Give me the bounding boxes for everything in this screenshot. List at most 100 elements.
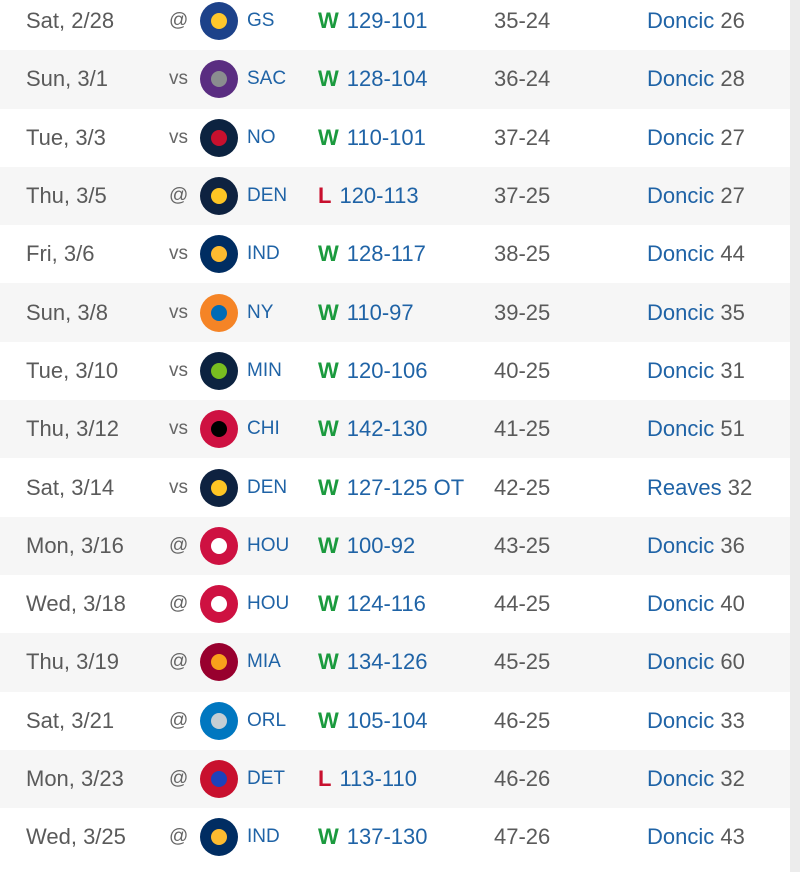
game-row[interactable]: Sat, 2/28 @ GS W 129-101 35-24 Doncic 26 bbox=[0, 0, 790, 50]
game-row[interactable]: Thu, 3/19 @ MIA W 134-126 45-25 Doncic 60 bbox=[0, 633, 790, 692]
game-result[interactable]: W 134-126 bbox=[318, 649, 428, 675]
bulls-logo-icon[interactable] bbox=[200, 410, 238, 449]
game-row[interactable]: Mon, 3/23 @ DET L 113-110 46-26 Doncic 32 bbox=[0, 749, 790, 809]
player-link[interactable]: Doncic bbox=[647, 824, 715, 850]
opponent-link[interactable]: GS bbox=[247, 10, 275, 32]
score-link[interactable]: 134-126 bbox=[346, 649, 428, 675]
game-result[interactable]: W 128-104 bbox=[318, 66, 428, 92]
opponent-link[interactable]: CHI bbox=[247, 418, 280, 440]
player-link[interactable]: Doncic bbox=[647, 591, 715, 617]
player-link[interactable]: Doncic bbox=[647, 299, 715, 325]
game-row[interactable]: Sun, 3/8 vs NY W 110-97 39-25 Doncic 35 bbox=[0, 283, 790, 342]
game-result[interactable]: W 127-125 OT bbox=[318, 475, 464, 501]
score-link[interactable]: 110-101 bbox=[346, 124, 426, 150]
score-link[interactable]: 142-130 bbox=[346, 416, 428, 442]
game-row[interactable]: Tue, 3/10 vs MIN W 120-106 40-25 Doncic 3… bbox=[0, 342, 790, 400]
player-link[interactable]: Doncic bbox=[647, 66, 715, 92]
score-link[interactable]: 124-116 bbox=[346, 591, 426, 617]
opponent-link[interactable]: DET bbox=[247, 768, 285, 789]
player-link[interactable]: Doncic bbox=[647, 649, 715, 675]
game-result[interactable]: W 137-130 bbox=[318, 824, 428, 850]
score-link[interactable]: 113-110 bbox=[339, 766, 417, 791]
pelicans-logo-icon[interactable] bbox=[200, 118, 238, 157]
rockets-logo-icon[interactable] bbox=[200, 526, 238, 565]
player-link[interactable]: Doncic bbox=[647, 416, 715, 442]
opponent-link[interactable]: NY bbox=[247, 301, 274, 323]
game-row[interactable]: Wed, 3/25 @ IND W 137-130 47-26 Doncic 43 bbox=[0, 808, 790, 866]
player-link[interactable]: Reaves bbox=[647, 474, 722, 500]
score-link[interactable]: 120-113 bbox=[339, 183, 419, 209]
player-link[interactable]: Doncic bbox=[647, 241, 715, 267]
game-row[interactable]: Thu, 3/5 @ DEN L 120-113 37-25 Doncic 27 bbox=[0, 166, 790, 226]
scrollbar[interactable] bbox=[790, 0, 800, 872]
nuggets-logo-icon[interactable] bbox=[200, 177, 238, 216]
game-row[interactable]: Mon, 3/16 @ HOU W 100-92 43-25 Doncic 36 bbox=[0, 516, 790, 575]
kings-logo-icon[interactable] bbox=[200, 60, 238, 99]
opponent-link[interactable]: MIA bbox=[247, 651, 281, 673]
game-row[interactable]: Sat, 3/14 vs DEN W 127-125 OT 42-25 Reave… bbox=[0, 458, 790, 516]
game-row[interactable]: Sun, 3/1 vs SAC W 128-104 36-24 Doncic 28 bbox=[0, 50, 790, 109]
game-result[interactable]: W 129-101 bbox=[318, 8, 428, 34]
heat-logo-icon[interactable] bbox=[200, 643, 238, 682]
points: 44 bbox=[720, 241, 745, 267]
opponent-link[interactable]: HOU bbox=[247, 593, 290, 615]
game-date: Mon, 3/23 bbox=[26, 766, 124, 791]
score-link[interactable]: 105-104 bbox=[346, 707, 428, 733]
opponent-link[interactable]: NO bbox=[247, 126, 276, 148]
opponent-link[interactable]: IND bbox=[247, 243, 280, 265]
game-result[interactable]: L 120-113 bbox=[318, 183, 419, 209]
high-points: Doncic 43 bbox=[647, 824, 745, 850]
game-row[interactable]: Sat, 3/21 @ ORL W 105-104 46-25 Doncic 33 bbox=[0, 692, 790, 750]
game-row[interactable]: Wed, 3/18 @ HOU W 124-116 44-25 Doncic 40 bbox=[0, 575, 790, 633]
game-row[interactable]: Tue, 3/3 vs NO W 110-101 37-24 Doncic 27 bbox=[0, 109, 790, 167]
score-link[interactable]: 137-130 bbox=[346, 824, 428, 850]
game-result[interactable]: W 128-117 bbox=[318, 241, 426, 267]
pacers-logo-icon[interactable] bbox=[200, 818, 238, 857]
score-link[interactable]: 120-106 bbox=[346, 357, 428, 383]
player-link[interactable]: Doncic bbox=[647, 766, 715, 791]
home-away: @ bbox=[169, 534, 189, 556]
magic-logo-icon[interactable] bbox=[200, 701, 238, 740]
player-link[interactable]: Doncic bbox=[647, 357, 715, 383]
opponent-link[interactable]: HOU bbox=[247, 534, 290, 556]
game-result[interactable]: W 105-104 bbox=[318, 708, 428, 734]
game-result[interactable]: W 110-101 bbox=[318, 125, 426, 151]
player-link[interactable]: Doncic bbox=[647, 124, 715, 150]
timberwolves-logo-icon[interactable] bbox=[200, 351, 238, 390]
high-points: Doncic 26 bbox=[647, 8, 745, 34]
game-result[interactable]: W 124-116 bbox=[318, 591, 426, 617]
opponent-link[interactable]: SAC bbox=[247, 68, 287, 90]
opponent-link[interactable]: ORL bbox=[247, 709, 287, 731]
rockets-logo-icon[interactable] bbox=[200, 585, 238, 624]
player-link[interactable]: Doncic bbox=[647, 532, 715, 558]
game-result[interactable]: W 110-97 bbox=[318, 300, 414, 326]
score-link[interactable]: 127-125 OT bbox=[346, 474, 465, 500]
player-link[interactable]: Doncic bbox=[647, 183, 715, 209]
opponent-link[interactable]: MIN bbox=[247, 359, 282, 381]
pacers-logo-icon[interactable] bbox=[200, 235, 238, 274]
opponent-link[interactable]: DEN bbox=[247, 476, 288, 498]
game-row[interactable]: Thu, 3/12 vs CHI W 142-130 41-25 Doncic 5… bbox=[0, 400, 790, 459]
game-result[interactable]: L 113-110 bbox=[318, 766, 417, 792]
nuggets-logo-icon[interactable] bbox=[200, 468, 238, 507]
game-date: Wed, 3/25 bbox=[26, 824, 126, 850]
score-link[interactable]: 110-97 bbox=[346, 299, 414, 325]
opponent-link[interactable]: DEN bbox=[247, 185, 288, 207]
score-link[interactable]: 128-104 bbox=[346, 66, 428, 92]
warriors-logo-icon[interactable] bbox=[200, 2, 238, 41]
game-result[interactable]: W 120-106 bbox=[318, 358, 428, 384]
game-result[interactable]: W 142-130 bbox=[318, 416, 428, 442]
score-link[interactable]: 128-117 bbox=[346, 241, 426, 267]
opponent-link[interactable]: IND bbox=[247, 826, 280, 848]
player-link[interactable]: Doncic bbox=[647, 8, 715, 34]
game-row[interactable]: Fri, 3/6 vs IND W 128-117 38-25 Doncic 44 bbox=[0, 225, 790, 283]
team-record: 35-24 bbox=[494, 8, 551, 34]
game-date: Sat, 2/28 bbox=[26, 8, 115, 34]
score-link[interactable]: 100-92 bbox=[346, 532, 416, 558]
game-result[interactable]: W 100-92 bbox=[318, 533, 415, 559]
game-date: Sun, 3/1 bbox=[26, 66, 108, 92]
pistons-logo-icon[interactable] bbox=[200, 760, 238, 798]
score-link[interactable]: 129-101 bbox=[346, 8, 428, 34]
player-link[interactable]: Doncic bbox=[647, 707, 715, 733]
knicks-logo-icon[interactable] bbox=[200, 293, 238, 332]
